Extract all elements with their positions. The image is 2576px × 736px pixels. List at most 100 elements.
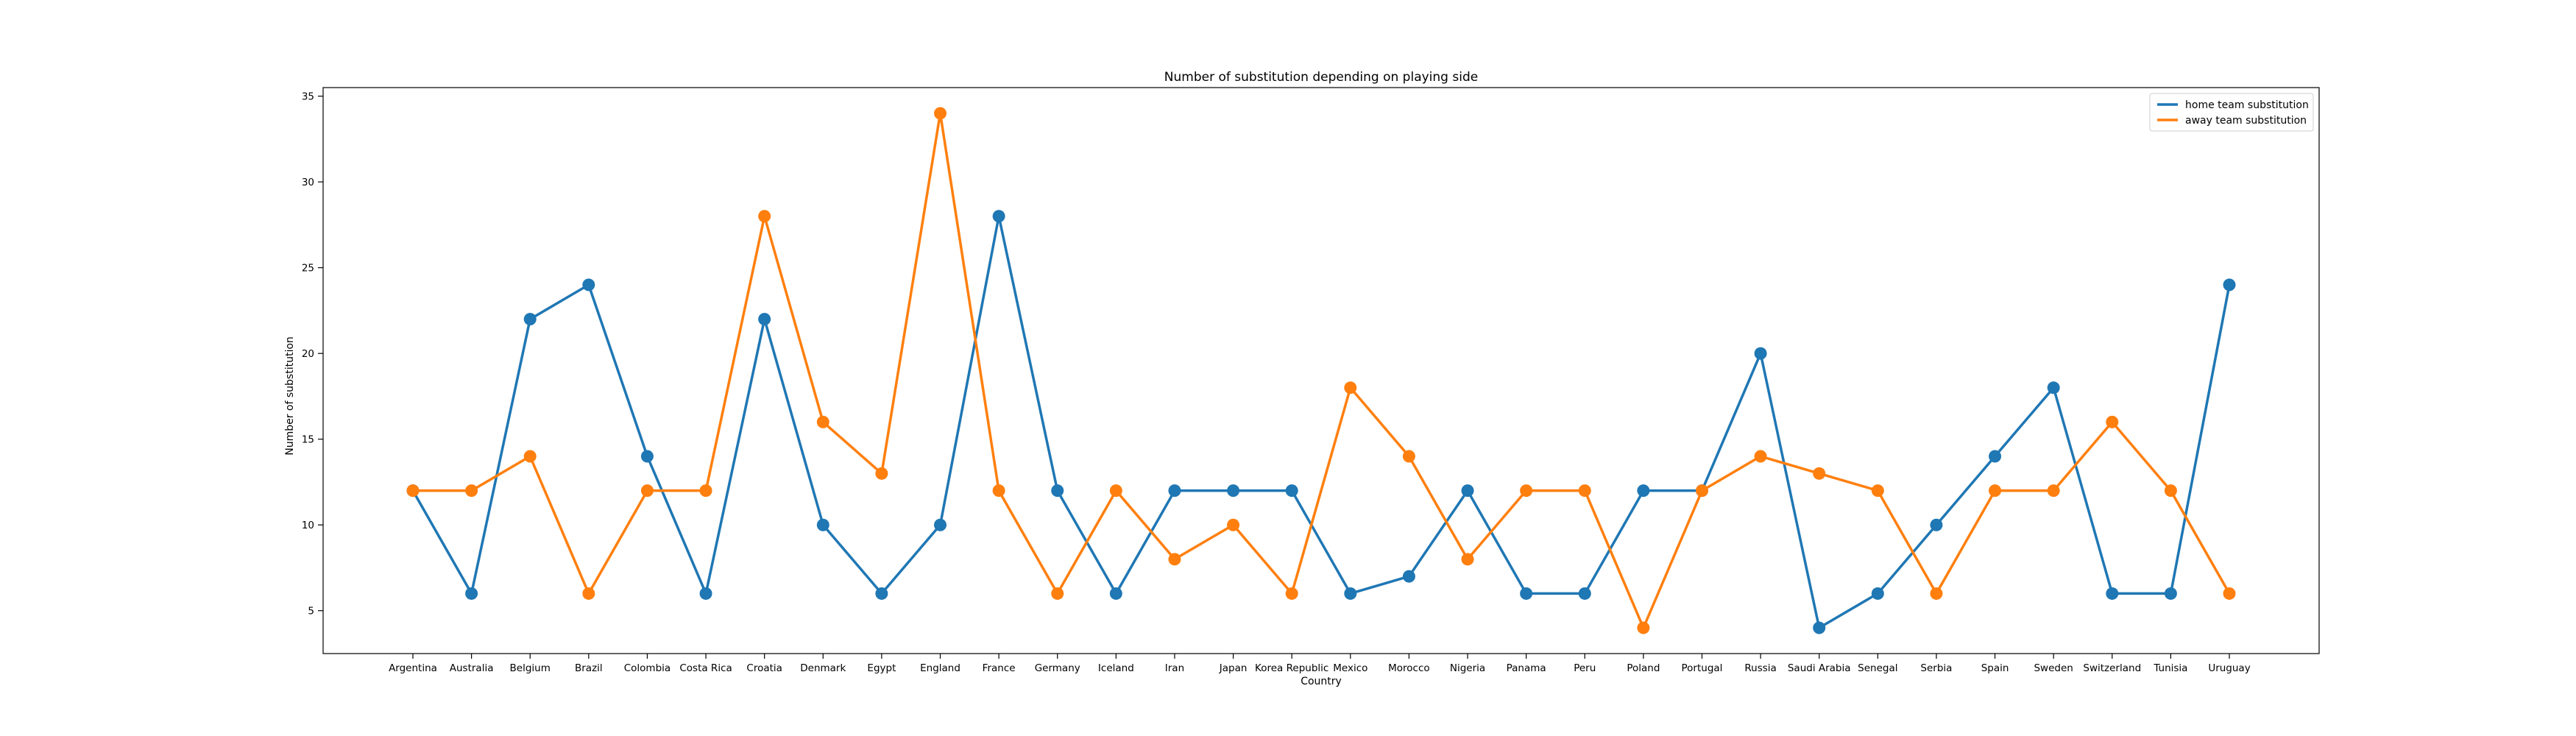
y-tick-label: 5 (308, 606, 314, 618)
legend: home team substitution away team substitu… (2149, 93, 2314, 132)
x-tick-label: Switzerland (2083, 662, 2141, 674)
x-tick-label: Iceland (1098, 662, 1134, 674)
data-point (1285, 484, 1298, 498)
data-point (523, 450, 537, 463)
data-point (1344, 587, 1357, 600)
x-tick-label: Egypt (867, 662, 896, 674)
data-point (2047, 484, 2060, 498)
data-point (1109, 484, 1122, 498)
x-tick-label: Spain (1981, 662, 2009, 674)
data-point (1168, 484, 1181, 498)
data-point (1051, 587, 1064, 600)
data-point (2047, 381, 2060, 394)
data-point (1989, 450, 2002, 463)
data-point (1871, 587, 1884, 600)
x-tick-label: Japan (1219, 662, 1248, 674)
data-point (2106, 587, 2119, 600)
x-tick-label: Portugal (1682, 662, 1723, 674)
data-point (1051, 484, 1064, 498)
data-point (523, 313, 537, 326)
x-tick-label: Korea Republic (1255, 662, 1328, 674)
data-point (1227, 518, 1240, 531)
data-point (2106, 415, 2119, 428)
legend-label: home team substitution (2185, 99, 2309, 111)
x-tick-label: France (983, 662, 1016, 674)
x-tick-label: Colombia (624, 662, 670, 674)
x-tick-label: Senegal (1858, 662, 1897, 674)
y-tick-label: 35 (302, 91, 314, 103)
data-point (465, 484, 478, 498)
x-tick-label: Australia (450, 662, 494, 674)
data-point (1109, 587, 1122, 600)
data-point (1637, 484, 1650, 498)
data-point (699, 587, 712, 600)
x-tick-label: Uruguay (2208, 662, 2250, 674)
data-point (875, 467, 888, 480)
axes-frame (322, 87, 2320, 654)
data-point (1930, 587, 1943, 600)
x-tick-label: Germany (1035, 662, 1080, 674)
plot-area: 5 10 15 20 25 30 35 Argentina Australia Belgium Br… (302, 87, 2320, 674)
y-axis-label: Number of substitution (284, 336, 296, 456)
y-tick-label: 20 (302, 348, 314, 360)
data-point (1578, 587, 1591, 600)
x-tick-label: Mexico (1333, 662, 1367, 674)
series-line (413, 112, 2231, 629)
data-point (1344, 381, 1357, 394)
x-axis-label: Country (1301, 676, 1342, 687)
x-tick-label: Denmark (800, 662, 846, 674)
data-point (1754, 450, 1767, 463)
x-tick-label: Saudi Arabia (1788, 662, 1851, 674)
data-point (582, 587, 595, 600)
x-tick-label: Iran (1165, 662, 1184, 674)
x-tick-label: Tunisia (2153, 662, 2187, 674)
data-point (875, 587, 888, 600)
data-point (2164, 484, 2177, 498)
x-tick-label: Russia (1744, 662, 1776, 674)
data-point (1520, 587, 1533, 600)
data-point (758, 210, 771, 223)
data-point (406, 484, 420, 498)
data-point (640, 450, 654, 463)
data-point (582, 278, 595, 291)
data-point (699, 484, 712, 498)
legend-label: away team substitution (2185, 115, 2307, 127)
data-point (1813, 467, 1826, 480)
data-point (1754, 347, 1767, 360)
data-point (1813, 621, 1826, 634)
data-point (2164, 587, 2177, 600)
data-point (465, 587, 478, 600)
x-tick-label: Serbia (1920, 662, 1952, 674)
data-point (934, 518, 947, 531)
data-point (640, 484, 654, 498)
x-tick-label: Belgium (510, 662, 551, 674)
x-tick-label: England (920, 662, 960, 674)
x-tick-label: Morocco (1388, 662, 1430, 674)
y-tick-label: 15 (302, 434, 314, 446)
data-point (1520, 484, 1533, 498)
data-point (1578, 484, 1591, 498)
data-point (934, 107, 947, 120)
data-point (1285, 587, 1298, 600)
chart-title: Number of substitution depending on play… (1164, 70, 1478, 85)
data-point (758, 313, 771, 326)
x-tick-label: Costa Rica (679, 662, 732, 674)
data-point (1461, 484, 1474, 498)
data-point (1461, 553, 1474, 566)
x-tick-label: Nigeria (1450, 662, 1485, 674)
x-tick-label: Peru (1574, 662, 1596, 674)
series-line (411, 215, 2231, 629)
x-tick-label: Panama (1507, 662, 1546, 674)
data-point (1695, 484, 1708, 498)
data-point (1168, 553, 1181, 566)
y-tick-label: 30 (302, 177, 314, 188)
data-point (1989, 484, 2002, 498)
data-point (1871, 484, 1884, 498)
x-tick-label: Argentina (389, 662, 437, 674)
y-tick-label: 10 (302, 520, 314, 531)
x-tick-label: Sweden (2034, 662, 2073, 674)
data-point (992, 210, 1005, 223)
data-point (2223, 278, 2236, 291)
